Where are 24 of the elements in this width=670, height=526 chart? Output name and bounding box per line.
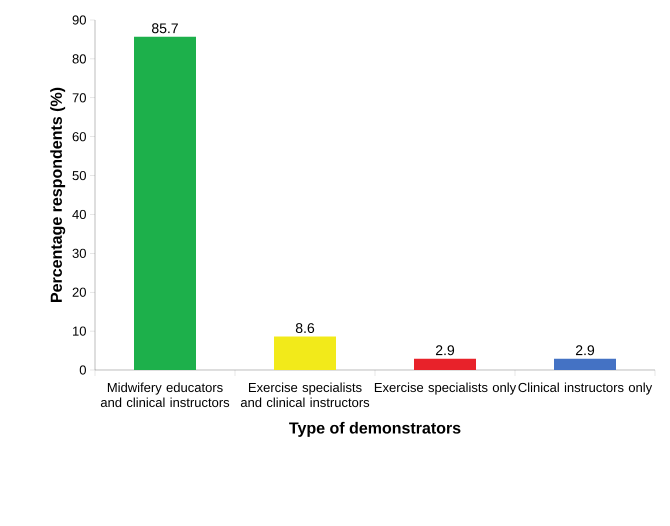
- data-label: 8.6: [296, 323, 314, 334]
- x-tick-label: Exercise specialists only: [374, 382, 516, 395]
- y-tick-label: 10: [73, 326, 86, 336]
- x-tick-label: Midwifery educators and clinical instructors: [100, 382, 230, 408]
- bar: [134, 36, 196, 370]
- data-label: 2.9: [576, 345, 594, 356]
- y-tick-label: 20: [72, 288, 86, 297]
- y-tick-label: 90: [72, 15, 86, 25]
- y-tick-label: 80: [72, 54, 86, 64]
- y-tick-label: 0: [80, 365, 86, 375]
- x-tick-label: Clinical instructors only: [518, 382, 652, 395]
- y-tick-label: 30: [72, 248, 86, 258]
- y-tick-label: 50: [72, 170, 86, 180]
- bar: [274, 336, 336, 370]
- bar: [414, 358, 476, 370]
- y-axis-title: Percentage respondents (%): [50, 88, 66, 302]
- y-tick-label: 40: [72, 210, 86, 220]
- x-tick-label: Exercise specialists and clinical instructors: [240, 382, 370, 408]
- bar: [554, 358, 616, 370]
- data-label: 2.9: [436, 345, 454, 356]
- x-axis-title: Type of demonstrators: [289, 422, 460, 437]
- y-tick-label: 70: [72, 93, 86, 102]
- data-label: 85.7: [152, 23, 178, 34]
- y-tick-label: 60: [72, 132, 86, 142]
